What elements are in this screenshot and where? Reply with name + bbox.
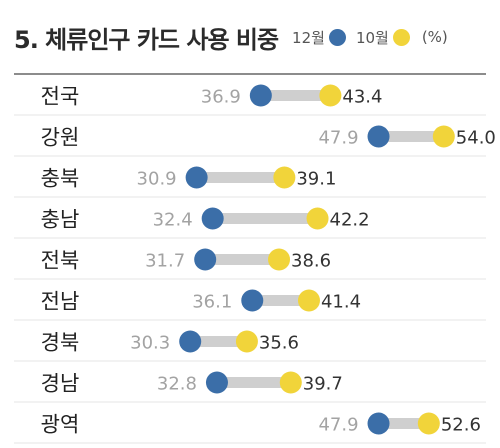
legend-oct-label: 10월 — [355, 28, 389, 47]
oct-value-label: 38.6 — [291, 251, 331, 272]
oct-value-label: 39.7 — [303, 374, 343, 395]
legend-unit: (%) — [421, 28, 448, 46]
chart-header: 5. 체류인구 카드 사용 비중 12월 10월 (%) — [14, 22, 448, 54]
category-label: 충북 — [41, 167, 80, 191]
category-label: 충남 — [41, 208, 80, 232]
dec-value-label: 30.9 — [137, 169, 177, 190]
oct-dot — [306, 207, 329, 230]
oct-value-label: 41.4 — [321, 292, 361, 313]
legend-dec-swatch — [328, 28, 346, 46]
oct-dot — [268, 248, 291, 271]
dec-value-label: 32.8 — [157, 374, 197, 395]
dec-dot — [249, 84, 272, 107]
dec-dot — [185, 166, 208, 189]
dec-dot — [205, 371, 228, 394]
oct-dot — [297, 289, 320, 312]
dec-dot — [179, 330, 202, 353]
oct-dot — [273, 166, 296, 189]
dec-dot — [201, 207, 224, 230]
category-label: 광역 — [41, 413, 80, 437]
dec-dot — [367, 412, 390, 435]
dec-value-label: 36.9 — [201, 87, 241, 108]
oct-dot — [319, 84, 342, 107]
category-label: 전북 — [41, 249, 80, 273]
category-label: 경북 — [41, 331, 80, 355]
legend: 12월 10월 (%) — [292, 27, 448, 48]
category-label: 전국 — [41, 85, 80, 109]
oct-dot — [417, 412, 440, 435]
dec-dot — [194, 248, 217, 271]
dec-value-label: 47.9 — [318, 415, 358, 436]
oct-value-label: 43.4 — [342, 87, 382, 108]
oct-value-label: 39.1 — [296, 169, 336, 190]
dec-value-label: 31.7 — [145, 251, 185, 272]
chart-title: 5. 체류인구 카드 사용 비중 — [14, 25, 279, 54]
oct-value-label: 54.0 — [456, 128, 496, 149]
dec-dot — [367, 125, 390, 148]
dec-dot — [241, 289, 264, 312]
dec-value-label: 47.9 — [318, 128, 358, 149]
oct-dot — [432, 125, 455, 148]
dec-value-label: 32.4 — [153, 210, 193, 231]
oct-value-label: 42.2 — [330, 210, 370, 231]
legend-dec-label: 12월 — [292, 28, 325, 47]
category-label: 전남 — [41, 290, 80, 314]
dec-value-label: 30.3 — [130, 333, 170, 354]
oct-value-label: 35.6 — [259, 333, 299, 354]
category-label: 경남 — [41, 372, 80, 396]
legend-oct-swatch — [392, 28, 410, 46]
oct-dot — [279, 371, 302, 394]
oct-value-label: 52.6 — [441, 415, 481, 436]
category-label: 강원 — [41, 126, 80, 150]
oct-dot — [235, 330, 258, 353]
dec-value-label: 36.1 — [192, 292, 232, 313]
